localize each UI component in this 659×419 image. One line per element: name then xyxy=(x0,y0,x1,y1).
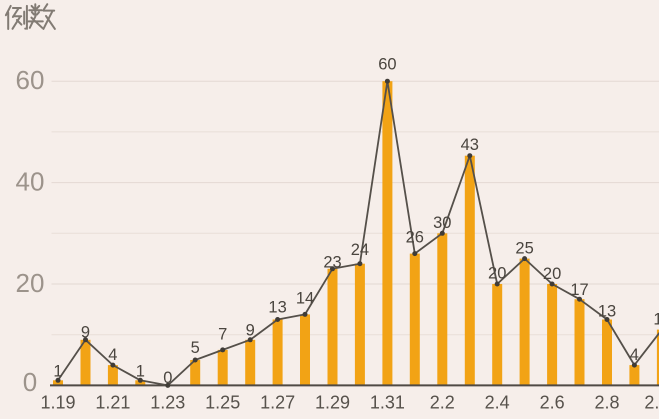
svg-text:4: 4 xyxy=(108,346,117,364)
svg-text:14: 14 xyxy=(296,289,314,307)
svg-text:2.2: 2.2 xyxy=(430,393,455,413)
svg-text:1.21: 1.21 xyxy=(95,393,130,413)
svg-text:40: 40 xyxy=(16,167,45,197)
svg-text:9: 9 xyxy=(81,324,90,342)
svg-text:13: 13 xyxy=(598,303,616,321)
svg-text:20: 20 xyxy=(488,265,506,283)
svg-text:2.4: 2.4 xyxy=(485,393,510,413)
svg-text:1.23: 1.23 xyxy=(150,393,185,413)
svg-text:20: 20 xyxy=(543,265,561,283)
svg-text:43: 43 xyxy=(461,136,479,154)
svg-text:2.10: 2.10 xyxy=(644,393,659,413)
svg-text:1.19: 1.19 xyxy=(40,393,75,413)
svg-text:60: 60 xyxy=(378,55,396,73)
svg-text:23: 23 xyxy=(323,253,341,271)
svg-text:1.29: 1.29 xyxy=(315,393,350,413)
svg-text:1: 1 xyxy=(53,362,62,380)
svg-text:9: 9 xyxy=(246,322,255,340)
svg-text:26: 26 xyxy=(406,228,424,246)
svg-text:0: 0 xyxy=(163,369,172,387)
svg-text:1: 1 xyxy=(136,362,145,380)
svg-text:11: 11 xyxy=(653,311,659,329)
svg-text:17: 17 xyxy=(570,281,588,299)
svg-text:24: 24 xyxy=(351,241,369,259)
svg-text:0: 0 xyxy=(23,367,37,397)
svg-text:4: 4 xyxy=(630,346,639,364)
svg-text:7: 7 xyxy=(218,326,227,344)
svg-text:1.25: 1.25 xyxy=(205,393,240,413)
svg-text:1.27: 1.27 xyxy=(260,393,295,413)
svg-text:5: 5 xyxy=(191,339,200,357)
svg-text:30: 30 xyxy=(433,214,451,232)
svg-text:60: 60 xyxy=(16,65,45,95)
svg-text:2.6: 2.6 xyxy=(540,393,565,413)
svg-text:25: 25 xyxy=(515,240,533,258)
svg-text:1.31: 1.31 xyxy=(370,393,405,413)
svg-text:13: 13 xyxy=(268,299,286,317)
svg-text:20: 20 xyxy=(16,268,45,298)
svg-text:2.8: 2.8 xyxy=(594,393,619,413)
